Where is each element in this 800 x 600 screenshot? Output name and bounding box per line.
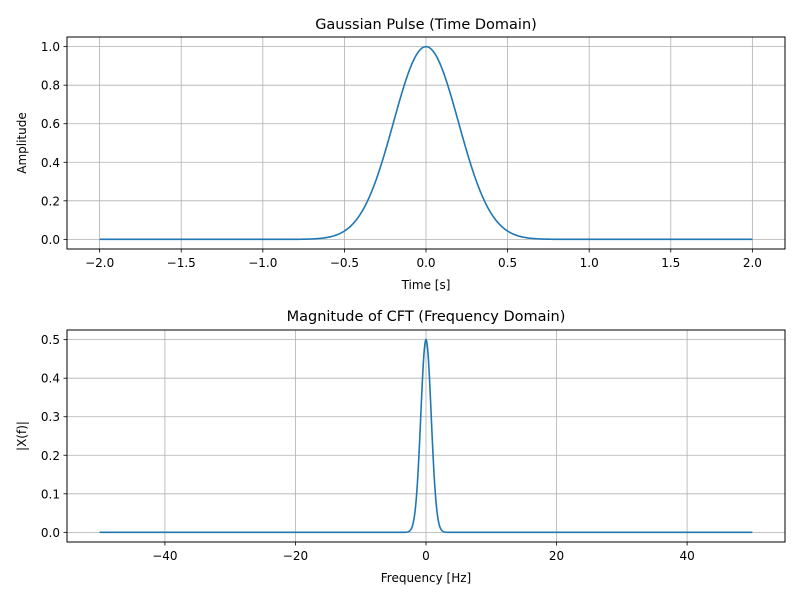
x-tick-label: 40 [679,549,694,563]
y-tick-label: 0.0 [41,233,60,247]
x-tick-label: −2.0 [85,256,114,270]
x-tick-label: −0.5 [330,256,359,270]
y-tick-label: 0.5 [41,333,60,347]
frequency-domain-xlabel: Frequency [Hz] [381,571,472,585]
time-domain-curve [99,45,753,241]
y-tick-label: 1.0 [41,40,60,54]
x-tick-label: 20 [549,549,564,563]
y-tick-label: 0.8 [41,79,60,93]
x-tick-label: 0.0 [416,256,435,270]
y-tick-label: 0.4 [41,156,60,170]
frequency-domain-title: Magnitude of CFT (Frequency Domain) [287,309,566,325]
time-domain-grid [67,37,785,249]
y-tick-label: 0.2 [41,449,60,463]
frequency-domain-ticks: −40 −20 0 20 40 0.0 0.1 0.2 0.3 0.4 0.5 [41,333,695,563]
x-tick-label: 0 [422,549,430,563]
x-tick-label: 2.0 [743,256,762,270]
x-tick-label: 0.5 [498,256,517,270]
frequency-domain-ylabel: |X(f)| [15,421,29,451]
y-tick-label: 0.2 [41,194,60,208]
y-tick-label: 0.1 [41,487,60,501]
time-domain-axes: Gaussian Pulse (Time Domain) −2.0 −1.5 −1.… [15,17,786,292]
x-tick-label: −1.0 [248,256,277,270]
frequency-domain-axes: Magnitude of CFT (Frequency Domain) −40−… [15,309,786,585]
x-tick-label: 1.0 [580,256,599,270]
x-tick-label: 1.5 [661,256,680,270]
frequency-domain-grid [67,330,785,542]
time-domain-xlabel: Time [s] [401,278,451,292]
time-domain-ylabel: Amplitude [15,112,29,174]
x-tick-label: −20 [283,549,308,563]
y-tick-label: 0.6 [41,117,60,131]
x-tick-label: −40 [152,549,177,563]
y-tick-label: 0.3 [41,410,60,424]
x-tick-label: −1.5 [167,256,196,270]
frequency-domain-curve [99,337,753,534]
time-domain-ticks: −2.0 −1.5 −1.0 −0.5 0.0 0.5 1.0 1.5 2.0 0.0 0.2 0.4… [41,40,762,270]
time-domain-title: Gaussian Pulse (Time Domain) [315,17,537,33]
y-tick-label: 0.4 [41,372,60,386]
y-tick-label: 0.0 [41,526,60,540]
